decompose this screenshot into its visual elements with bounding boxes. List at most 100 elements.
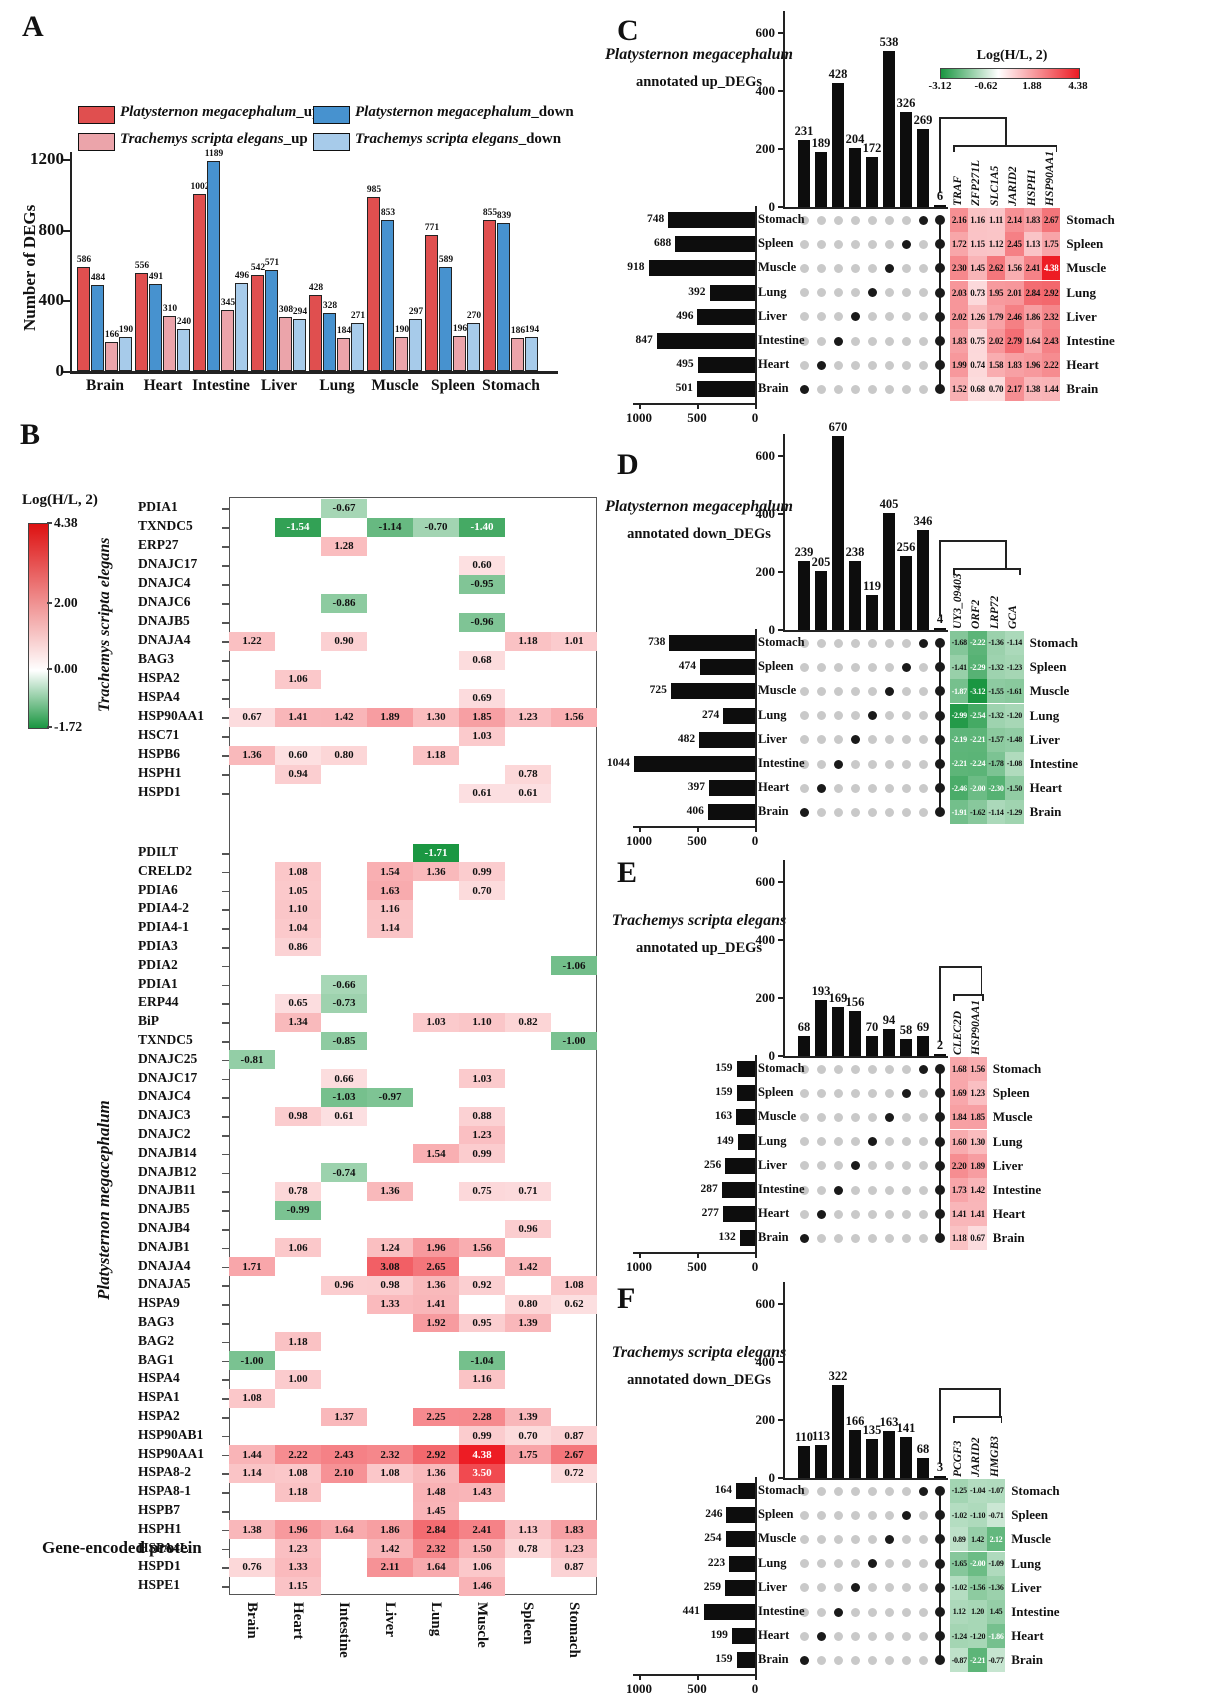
b-heatmap-cell: 3.08 [367, 1257, 413, 1276]
e-dot [833, 1137, 843, 1147]
b-heatmap-cell: 1.75 [505, 1445, 551, 1464]
c-tissue-label-left: Lung [758, 284, 787, 299]
c-all-dot [935, 336, 945, 346]
c-dot [816, 312, 826, 322]
d-tissue-label-left: Brain [758, 804, 789, 819]
f-heatmap-cell: -2.21 [968, 1648, 987, 1673]
e-tissue-label-right: Heart [992, 1206, 1026, 1222]
e-tissue-label-left: Muscle [758, 1109, 797, 1124]
e-dot [850, 1064, 860, 1074]
a-category-label: Stomach [482, 377, 540, 394]
panel-b-species-label-platysternon: Platysternon megacephalum [94, 1100, 113, 1300]
b-heatmap-cell: 1.08 [275, 1464, 321, 1483]
a-category-label: Spleen [431, 377, 475, 394]
b-gene-label: HSP90AA1 [138, 1445, 205, 1461]
e-top-baseline [783, 1056, 948, 1058]
f-dot [884, 1607, 894, 1617]
e-dendro-h1 [939, 966, 981, 968]
c-heatmap-cell: 1.79 [986, 304, 1006, 329]
f-top-y-tick [778, 1477, 783, 1479]
f-dot [918, 1631, 928, 1641]
panel-e-title-species: Trachemys scripta elegans [611, 912, 787, 929]
f-set-bar-value: 223 [707, 1556, 726, 1569]
c-set-bar-value: 392 [688, 285, 706, 298]
b-heatmap-cell: 1.36 [413, 862, 459, 882]
c-dendro-stub-l [953, 145, 955, 152]
e-dendro-v1 [939, 966, 941, 1042]
f-tissue-label-left: Brain [758, 1652, 789, 1667]
d-top-y-tick [778, 571, 783, 573]
d-heatmap-cell: -1.32 [986, 703, 1006, 728]
a-bar [293, 319, 306, 371]
e-dot [850, 1088, 860, 1098]
b-row-tick [222, 1191, 229, 1193]
d-set-bar-value: 725 [649, 684, 667, 697]
d-dendro-stub-l [953, 568, 955, 575]
a-bar-value: 271 [350, 311, 366, 322]
e-intersection-bar [798, 1036, 810, 1056]
b-heatmap-cell: 1.56 [459, 1238, 505, 1258]
c-all-dot [935, 239, 945, 250]
b-row-tick [222, 947, 229, 949]
a-bar [439, 266, 452, 371]
d-dot [867, 638, 877, 648]
panel-c-label: C [617, 14, 639, 47]
b-heatmap-cell: 0.87 [551, 1426, 597, 1446]
f-set-bar-value: 164 [714, 1484, 732, 1496]
e-dot [850, 1137, 860, 1147]
e-set-bar [722, 1206, 755, 1223]
a-bar [221, 310, 234, 371]
e-dot [918, 1161, 928, 1171]
e-dot [901, 1209, 911, 1219]
c-dot [901, 384, 911, 394]
e-set-bar [736, 1109, 755, 1126]
a-bar [351, 323, 364, 371]
c-top-y-tick [778, 32, 783, 34]
f-set-bar [731, 1628, 755, 1645]
d-heatmap-cell: -1.57 [986, 727, 1006, 752]
b-heatmap-cell: 0.75 [459, 1182, 505, 1201]
d-heatmap-cell: -1.14 [1005, 630, 1024, 656]
a-category-label: Liver [260, 377, 298, 394]
d-tissue-label-right: Brain [1029, 804, 1062, 820]
e-left-axis-tick [639, 1254, 641, 1259]
b-row-tick [222, 1266, 229, 1269]
panel-b-colorbar-title: Log(H/L, 2) [22, 492, 98, 508]
f-intersection-bar-value: 68 [916, 1442, 930, 1457]
d-left-axis-tick-label: 1000 [626, 833, 652, 849]
b-heatmap-cell: -1.71 [413, 843, 459, 863]
a-legend-species: Platysternon megacephalum [355, 104, 532, 120]
a-bar [119, 337, 132, 371]
e-dot [799, 1233, 809, 1243]
d-intersection-bar-value: 256 [896, 539, 916, 554]
b-heatmap-cell: 0.90 [321, 631, 367, 651]
b-column-label: Muscle [474, 1602, 490, 1648]
e-dot [918, 1064, 928, 1074]
d-heatmap-cell: -2.46 [950, 776, 969, 801]
b-heatmap-cell: -0.85 [321, 1031, 367, 1051]
e-intersection-bar [917, 1035, 929, 1056]
e-dot [867, 1233, 877, 1243]
e-all-bar-value: 2 [936, 1038, 944, 1052]
b-heatmap-cell: 1.33 [367, 1294, 413, 1314]
c-dot [850, 360, 860, 370]
f-dot [816, 1583, 826, 1593]
b-heatmap-cell: 1.36 [413, 1464, 459, 1483]
d-intersection-bar [832, 435, 844, 630]
f-dot [867, 1510, 877, 1520]
panel-f-title-sub: annotated down_DEGs [627, 1372, 771, 1388]
a-category-label: Brain [86, 377, 124, 394]
b-gene-label: PDIA3 [138, 938, 178, 953]
f-dot [918, 1559, 928, 1569]
a-bar-value: 190 [394, 325, 410, 336]
d-heatmap-cell: -2.22 [968, 630, 987, 656]
a-bar [453, 336, 466, 371]
a-bar [207, 160, 220, 371]
f-heatmap-cell: -0.71 [986, 1503, 1006, 1528]
c-dot [799, 360, 809, 370]
c-all-bar-value: 6 [936, 189, 944, 203]
f-left-axis-tick-label: 1000 [626, 1681, 652, 1697]
b-heatmap-cell: 1.14 [229, 1464, 275, 1483]
b-row-tick [222, 755, 229, 757]
f-dendro-v2 [999, 1388, 1001, 1416]
